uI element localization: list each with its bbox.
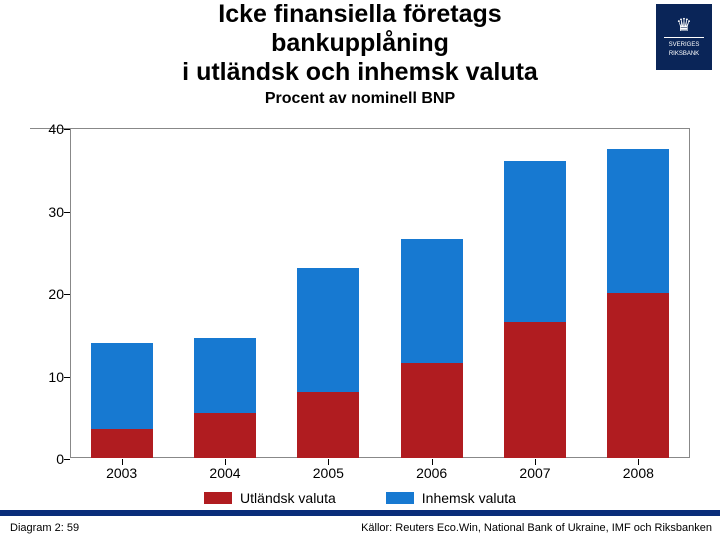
legend-label: Inhemsk valuta (422, 490, 516, 506)
bar-group (297, 128, 359, 458)
title-line-3: i utländsk och inhemsk valuta (182, 58, 538, 86)
bar-group (607, 128, 669, 458)
bar-segment-utlandsk (607, 293, 669, 458)
bar-group (194, 128, 256, 458)
legend-label: Utländsk valuta (240, 490, 336, 506)
title-line-2: bankupplåning (271, 29, 449, 57)
bar-segment-utlandsk (91, 429, 153, 458)
bar-segment-utlandsk (504, 322, 566, 458)
bar-segment-inhemsk (91, 343, 153, 430)
y-tick-label: 20 (48, 286, 64, 302)
y-tick-mark (64, 377, 70, 378)
bar-segment-utlandsk (401, 363, 463, 458)
x-tick-label: 2005 (313, 465, 344, 481)
y-tick-mark (64, 212, 70, 213)
legend-item: Inhemsk valuta (386, 490, 516, 506)
source-text: Källor: Reuters Eco.Win, National Bank o… (361, 522, 712, 534)
bar-segment-utlandsk (194, 413, 256, 458)
y-tick-mark (64, 294, 70, 295)
bar-group (504, 128, 566, 458)
x-tick-label: 2006 (416, 465, 447, 481)
bar-segment-utlandsk (297, 392, 359, 458)
y-tick-mark (64, 459, 70, 460)
y-axis (70, 129, 71, 458)
legend-item: Utländsk valuta (204, 490, 336, 506)
bar-segment-inhemsk (194, 338, 256, 412)
diagram-number: Diagram 2: 59 (10, 522, 79, 534)
footer-bar (0, 510, 720, 516)
y-tick-label: 10 (48, 369, 64, 385)
x-tick-label: 2008 (623, 465, 654, 481)
legend: Utländsk valuta Inhemsk valuta (0, 490, 720, 507)
header: Icke finansiella företags bankupplåning … (0, 0, 720, 108)
bar-group (401, 128, 463, 458)
legend-swatch (204, 492, 232, 504)
y-tick-label: 30 (48, 204, 64, 220)
bar-segment-inhemsk (504, 161, 566, 322)
x-tick-label: 2007 (519, 465, 550, 481)
y-tick-mark (64, 129, 70, 130)
bar-segment-inhemsk (297, 268, 359, 392)
x-axis (70, 457, 689, 458)
page-subtitle: Procent av nominell BNP (0, 90, 720, 108)
y-tick-label: 40 (48, 121, 64, 137)
bar-group (91, 128, 153, 458)
x-tick-label: 2004 (209, 465, 240, 481)
x-tick-label: 2003 (106, 465, 137, 481)
y-tick-label: 0 (56, 451, 64, 467)
title-line-1: Icke finansiella företags (218, 0, 501, 28)
bar-segment-inhemsk (401, 239, 463, 363)
bar-segment-inhemsk (607, 149, 669, 293)
legend-swatch (386, 492, 414, 504)
page-title: Icke finansiella företags bankupplåning … (0, 0, 720, 86)
bar-chart: 010203040200320042005200620072008 (30, 128, 690, 458)
